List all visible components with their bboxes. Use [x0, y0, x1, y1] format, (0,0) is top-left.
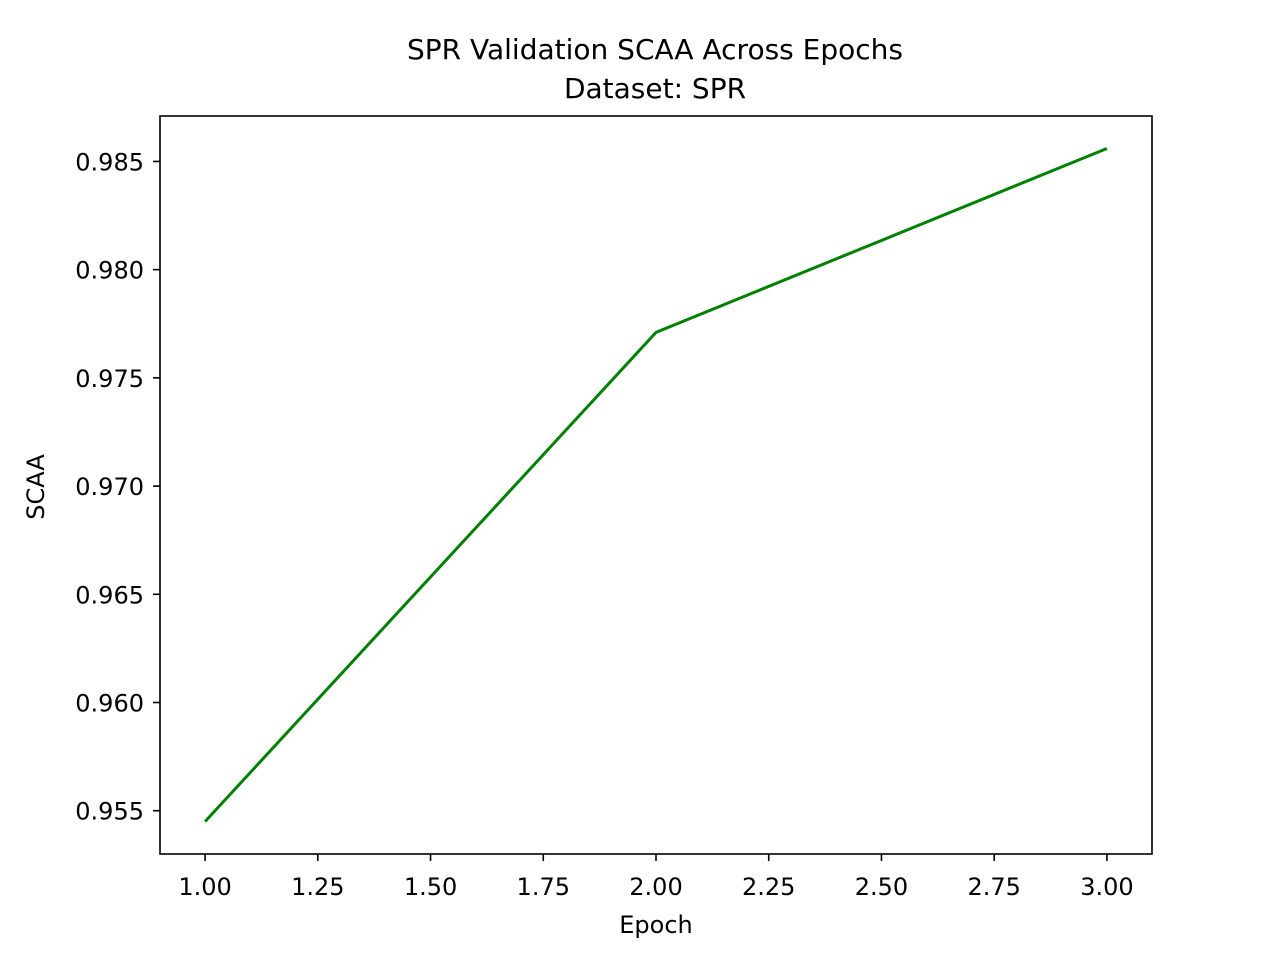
- y-tick-label: 0.955: [75, 798, 144, 826]
- y-tick-label: 0.975: [75, 365, 144, 393]
- x-tick-label: 2.75: [967, 873, 1020, 901]
- x-axis-label: Epoch: [619, 911, 693, 939]
- x-tick-label: 3.00: [1080, 873, 1133, 901]
- chart-title: SPR Validation SCAA Across Epochs: [407, 33, 903, 66]
- y-tick-label: 0.985: [75, 148, 144, 176]
- y-tick-label: 0.965: [75, 581, 144, 609]
- x-tick-label: 2.00: [629, 873, 682, 901]
- y-axis-label: SCAA: [22, 454, 50, 520]
- series-line-0: [203, 147, 1108, 823]
- y-axis: 0.955 0.960 0.965 0.970 0.975 0.980 0.985: [75, 148, 160, 826]
- x-tick-label: 2.50: [855, 873, 908, 901]
- x-tick-label: 1.25: [291, 873, 344, 901]
- y-tick-label: 0.960: [75, 690, 144, 718]
- y-tick-label: 0.970: [75, 473, 144, 501]
- chart-subtitle: Dataset: SPR: [564, 72, 746, 105]
- x-axis: 1.00 1.25 1.50 1.75 2.00 2.25 2.50 2.75 3.00: [178, 854, 1134, 901]
- x-tick-label: 1.75: [517, 873, 570, 901]
- plot-frame: [159, 115, 1153, 855]
- y-tick-label: 0.980: [75, 257, 144, 285]
- plot-area: [203, 147, 1108, 823]
- x-tick-label: 1.50: [404, 873, 457, 901]
- x-tick-label: 2.25: [742, 873, 795, 901]
- x-tick-label: 1.00: [178, 873, 231, 901]
